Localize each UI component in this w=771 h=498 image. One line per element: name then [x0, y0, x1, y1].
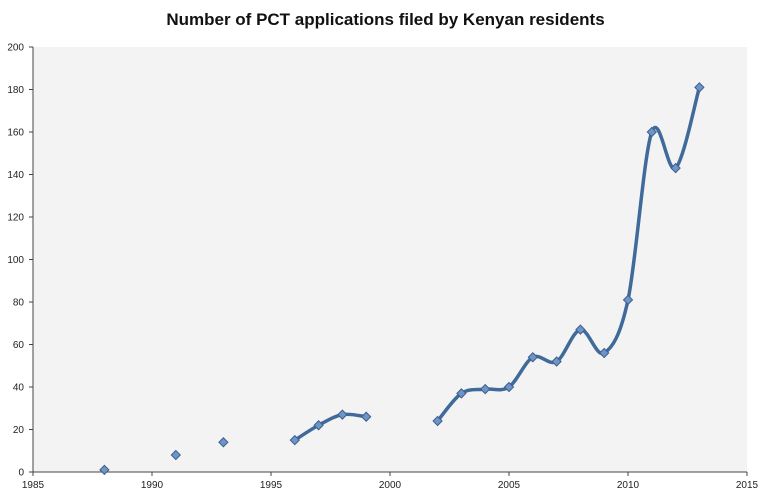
- y-tick-label: 140: [7, 170, 24, 181]
- y-tick-label: 60: [13, 340, 25, 351]
- data-point: [670, 162, 681, 174]
- data-point: [503, 381, 515, 393]
- data-point: [99, 464, 110, 476]
- x-tick-label: 2000: [379, 480, 402, 491]
- y-tick-label: 180: [7, 85, 24, 96]
- x-axis: 1985 1990 1995 2000 2005 2010 2015: [22, 471, 759, 491]
- data-point: [170, 449, 182, 461]
- data-point: [527, 352, 539, 363]
- y-tick-label: 100: [7, 255, 24, 266]
- data-point: [575, 324, 586, 335]
- x-tick-label: 1995: [260, 480, 283, 491]
- series-line: [293, 412, 368, 442]
- y-tick-label: 160: [7, 128, 24, 139]
- data-point: [551, 356, 562, 367]
- y-tick-label: 80: [13, 298, 25, 309]
- chart-title: Number of PCT applications filed by Keny…: [166, 10, 605, 29]
- x-tick-label: 2005: [498, 480, 521, 491]
- y-tick-label: 0: [18, 468, 24, 479]
- y-tick-label: 40: [13, 383, 25, 394]
- data-point: [289, 434, 301, 446]
- y-tick-label: 20: [13, 425, 25, 436]
- x-tick-label: 2010: [617, 480, 640, 491]
- y-axis: 0 20 40 60 80 100 120 140 160 180 200: [7, 43, 34, 479]
- x-tick-label: 1985: [22, 480, 45, 491]
- data-point: [432, 415, 443, 427]
- y-tick-label: 120: [7, 213, 24, 224]
- data-point: [313, 420, 324, 431]
- data-point: [456, 388, 467, 399]
- data-point: [598, 347, 610, 359]
- plot-background: [33, 47, 747, 472]
- y-tick-label: 200: [7, 43, 24, 54]
- data-point: [479, 383, 491, 395]
- data-point: [694, 82, 705, 93]
- x-tick-label: 2015: [736, 480, 759, 491]
- data-point: [218, 437, 229, 448]
- data-point: [622, 294, 634, 306]
- data-point: [646, 126, 658, 138]
- x-tick-label: 1990: [141, 480, 164, 491]
- series-points: [99, 82, 705, 476]
- data-point: [360, 411, 372, 422]
- data-point: [337, 409, 348, 420]
